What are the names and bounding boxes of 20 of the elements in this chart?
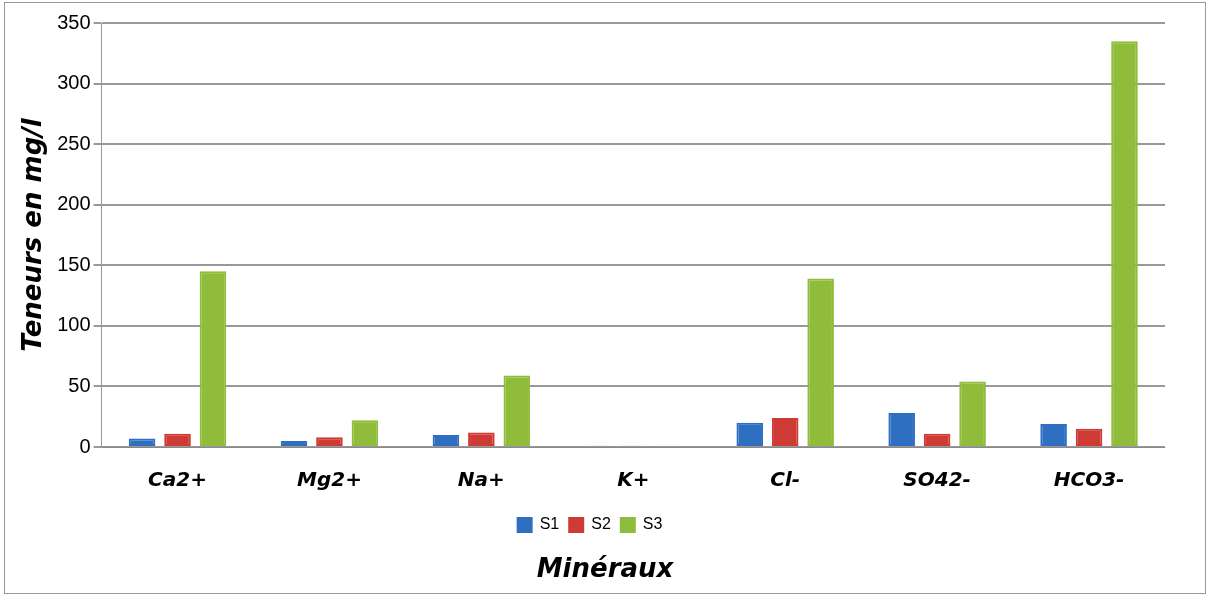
x-axis-title: Minéraux <box>535 553 675 583</box>
y-tick-label: 300 <box>57 71 91 94</box>
legend-label: S2 <box>591 515 611 533</box>
y-tick-label: 200 <box>57 192 91 215</box>
legend-label: S1 <box>539 515 560 533</box>
y-tick-label: 100 <box>57 313 91 336</box>
y-axis-title: Teneurs en mg/l <box>17 117 48 352</box>
y-tick-label: 350 <box>57 10 91 33</box>
x-tick-label: HCO3- <box>1053 467 1125 492</box>
legend-label: S3 <box>642 515 663 533</box>
y-tick-label: 250 <box>57 131 91 154</box>
x-tick-label: SO42- <box>903 467 971 492</box>
x-tick-label: Ca2+ <box>148 467 207 492</box>
x-tick-label: Cl- <box>770 467 801 492</box>
x-tick-label: K+ <box>617 467 650 492</box>
y-tick-label: 150 <box>57 252 91 275</box>
x-tick-label: Na+ <box>457 467 505 492</box>
y-tick-label: 50 <box>68 373 91 396</box>
x-tick-label: Mg2+ <box>296 467 362 492</box>
y-tick-label: 0 <box>79 434 91 457</box>
